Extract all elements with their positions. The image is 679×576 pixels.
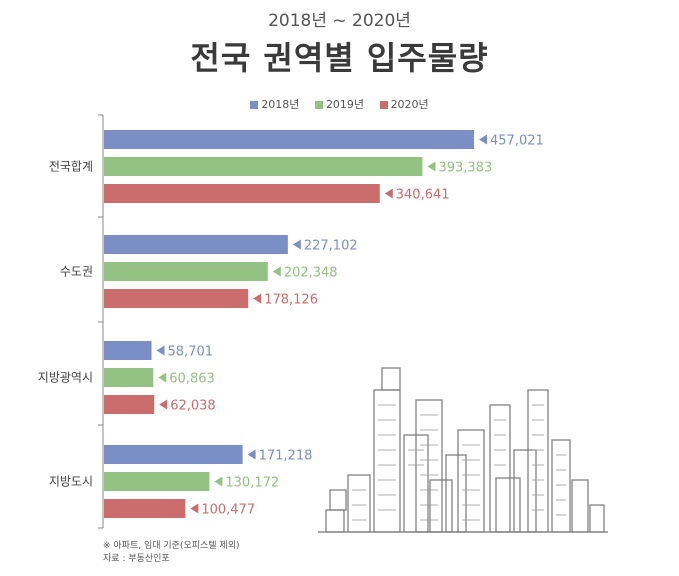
bar	[104, 289, 249, 308]
data-label-pointer	[247, 449, 256, 460]
data-label: 178,126	[264, 293, 318, 308]
data-label-pointer	[214, 476, 223, 487]
data-label: 62,038	[170, 399, 216, 414]
bar	[104, 368, 154, 387]
data-label: 202,348	[284, 266, 338, 281]
data-label-pointer	[253, 293, 262, 304]
data-label-pointer	[159, 399, 168, 410]
bar	[104, 157, 423, 176]
data-label: 60,863	[169, 372, 215, 387]
footnotes: ※ 아파트, 임대 기준(오피스텔 제외) 자료 : 부동산인포	[103, 540, 240, 566]
bar	[104, 341, 152, 360]
category-label: 지방광역시	[38, 371, 93, 385]
data-label: 58,701	[168, 345, 214, 360]
data-label-pointer	[158, 372, 167, 383]
legend-label-2018: 2018년	[261, 98, 300, 111]
data-label: 393,383	[438, 161, 492, 176]
bar	[104, 395, 155, 414]
data-label: 130,172	[225, 476, 279, 491]
data-label-pointer	[427, 161, 436, 172]
bar	[104, 235, 288, 254]
legend-swatch-2018	[250, 101, 259, 109]
bar	[104, 262, 268, 281]
data-label-pointer	[190, 503, 199, 514]
data-label-pointer	[479, 134, 487, 145]
bar	[104, 445, 243, 464]
data-label: 227,102	[304, 239, 358, 254]
bar	[104, 130, 474, 149]
category-label: 전국합계	[49, 160, 93, 174]
data-label-pointer	[292, 239, 301, 250]
legend-label-2020: 2020년	[390, 98, 429, 111]
data-label-pointer	[156, 345, 165, 356]
city-skyline-icon	[318, 367, 608, 533]
legend-swatch-2020	[379, 101, 388, 109]
category-label: 수도권	[60, 265, 93, 279]
data-label: 100,477	[201, 503, 255, 518]
bar	[104, 472, 210, 491]
bar	[104, 184, 380, 203]
data-label: 171,218	[259, 449, 313, 464]
chart-title: 전국 권역별 입주물량	[190, 39, 489, 77]
legend: 2018년 2019년 2020년	[0, 96, 679, 112]
chart-subtitle: 2018년 ~ 2020년	[268, 11, 411, 31]
legend-label-2019: 2019년	[325, 98, 365, 111]
data-label-pointer	[272, 266, 281, 277]
legend-swatch-2019	[314, 101, 323, 109]
data-label-pointer	[384, 188, 393, 199]
category-label: 지방도시	[49, 475, 93, 489]
data-label: 457,021	[490, 134, 544, 149]
legend-item-2019: 2019년	[314, 96, 365, 112]
data-label: 340,641	[396, 188, 450, 203]
legend-item-2020: 2020년	[379, 96, 429, 112]
footnote-basis: ※ 아파트, 임대 기준(오피스텔 제외)	[103, 541, 240, 551]
legend-item-2018: 2018년	[250, 96, 299, 112]
bar	[104, 499, 186, 518]
footnote-source: 자료 : 부동산인포	[103, 554, 170, 564]
